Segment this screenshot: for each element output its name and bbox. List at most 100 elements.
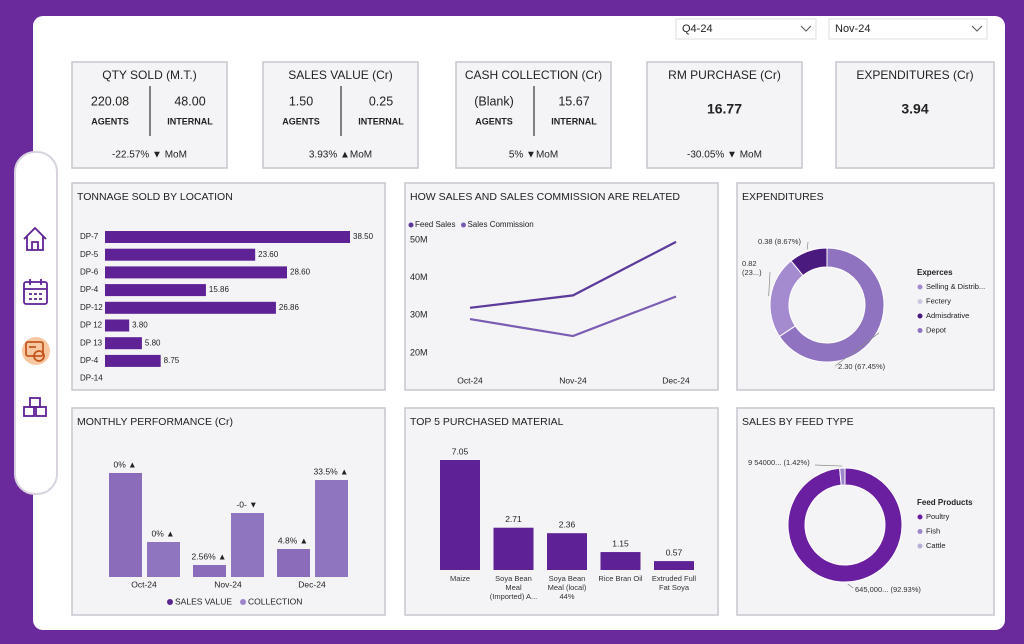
- change-label: 2.56% ▲: [192, 551, 227, 561]
- kpi-value: 48.00: [174, 94, 205, 108]
- kpi-title: QTY SOLD (M.T.): [102, 68, 196, 82]
- dropdown-arrow: [971, 25, 983, 32]
- quarter-filter-text: Q4-24: [682, 23, 713, 35]
- calendar-icon[interactable]: [23, 279, 48, 305]
- y-tick-label: DP 13: [80, 338, 103, 347]
- chart-title: EXPENDITURES: [742, 191, 824, 203]
- x-tick-label: Soya Bean Meal (Imported) A...: [489, 574, 538, 601]
- month-filter[interactable]: [828, 18, 988, 40]
- value-label: 2.71: [505, 514, 522, 524]
- y-tick-label: DP-12: [80, 303, 103, 312]
- bar: [493, 527, 534, 570]
- data-label-box: 2.30 (67.45%): [838, 362, 886, 371]
- value-label: 5.80: [145, 338, 161, 347]
- sales-icon[interactable]: [22, 337, 50, 365]
- dropdown-arrow: [800, 25, 812, 32]
- y-tick-label: 30M: [410, 310, 428, 320]
- kpi-title: EXPENDITURES (Cr): [856, 68, 973, 82]
- x-tick-label-box: Rice Bran Oil: [598, 574, 642, 583]
- line-series: [469, 240, 677, 309]
- x-tick-label: Oct-24: [131, 579, 157, 589]
- x-tick-label: Nov-24: [214, 579, 242, 589]
- line-series: [469, 295, 677, 338]
- kpi-label: AGENTS: [91, 116, 129, 126]
- legend-title: Experces: [917, 268, 953, 277]
- kpi-label: AGENTS: [475, 116, 513, 126]
- x-tick-label-box: Extruded Full Fat Soya: [651, 574, 697, 592]
- bar: [105, 248, 256, 261]
- card: [404, 182, 719, 391]
- value-label: 1.15: [612, 538, 629, 548]
- quarter-filter[interactable]: [675, 18, 817, 40]
- card: [835, 61, 995, 169]
- kpi-label: INTERNAL: [551, 116, 597, 126]
- legend-marker: [917, 328, 923, 333]
- leader-line: [814, 464, 843, 467]
- legend-marker: [917, 284, 923, 290]
- leader-line: [768, 271, 771, 297]
- donut-slice: [790, 247, 828, 277]
- bar: [193, 565, 226, 577]
- bar: [315, 480, 348, 577]
- kpi-change: 3.93% ▲MoM: [309, 150, 372, 161]
- legend-label: Selling & Distrib...: [926, 282, 985, 291]
- legend-marker: [917, 299, 923, 304]
- leader-line: [847, 583, 854, 589]
- bar: [654, 561, 694, 570]
- legend-marker: [460, 222, 466, 228]
- kpi-label: INTERNAL: [358, 116, 404, 126]
- kpi-value: 16.77: [707, 101, 742, 117]
- donut-slice: [787, 467, 903, 583]
- leader-line: [806, 241, 809, 250]
- kpi-label: AGENTS: [282, 116, 320, 126]
- data-label: 645,000... (92.93%): [855, 585, 921, 594]
- legend-marker: [917, 514, 923, 520]
- legend-label: Fish: [926, 526, 940, 535]
- value-label: 7.05: [452, 446, 469, 456]
- bar: [277, 549, 310, 577]
- data-label-box: 0.38 (8.67%): [758, 237, 801, 246]
- bar: [105, 319, 130, 332]
- data-label: 0.38 (8.67%): [758, 237, 801, 246]
- leader-line: [834, 332, 880, 367]
- kpi-value: (Blank): [474, 94, 514, 108]
- x-tick-label: Extruded Full Fat Soya: [651, 574, 697, 592]
- inventory-icon[interactable]: [23, 397, 47, 417]
- x-tick-label-box: Maize: [449, 574, 470, 583]
- chart-title: MONTHLY PERFORMANCE (Cr): [77, 416, 233, 428]
- chart-title: TONNAGE SOLD BY LOCATION: [77, 191, 233, 203]
- y-tick-label: DP-7: [80, 232, 99, 241]
- kpi-value: 3.94: [901, 101, 928, 117]
- home-icon[interactable]: [23, 226, 47, 251]
- filters: Q4-24 Nov-24: [675, 18, 988, 40]
- data-label: 2.30 (67.45%): [838, 362, 886, 371]
- x-tick-label: Maize: [449, 574, 470, 583]
- value-label: 3.80: [132, 321, 148, 330]
- legend-label: Admisdrative: [926, 311, 969, 320]
- y-tick-label: DP-4: [80, 356, 99, 365]
- kpi-change: -22.57% ▼ MoM: [112, 150, 187, 161]
- y-tick-label: 40M: [410, 272, 428, 282]
- bar: [105, 284, 206, 297]
- data-label-box: 645,000... (92.93%): [855, 585, 921, 594]
- bar: [105, 231, 350, 243]
- data-label: 9 54000... (1.42%): [748, 458, 810, 467]
- kpi-title: SALES VALUE (Cr): [288, 68, 392, 82]
- bar: [105, 301, 276, 314]
- legend-label: Cattle: [926, 541, 946, 550]
- legend-label: Feed Sales: [415, 220, 455, 229]
- bar: [147, 542, 180, 577]
- bar: [231, 513, 264, 577]
- legend-marker: [917, 313, 923, 319]
- kpi-value: 1.50: [289, 94, 313, 108]
- bar: [105, 266, 287, 279]
- card: [736, 407, 995, 616]
- data-label: 0.82 (23...): [742, 259, 762, 277]
- card: [646, 61, 803, 169]
- kpi-title: CASH COLLECTION (Cr): [465, 68, 602, 82]
- legend-marker: [240, 599, 247, 605]
- y-tick-label: 50M: [410, 234, 428, 244]
- bar: [105, 337, 142, 350]
- legend-label: Depot: [926, 325, 947, 334]
